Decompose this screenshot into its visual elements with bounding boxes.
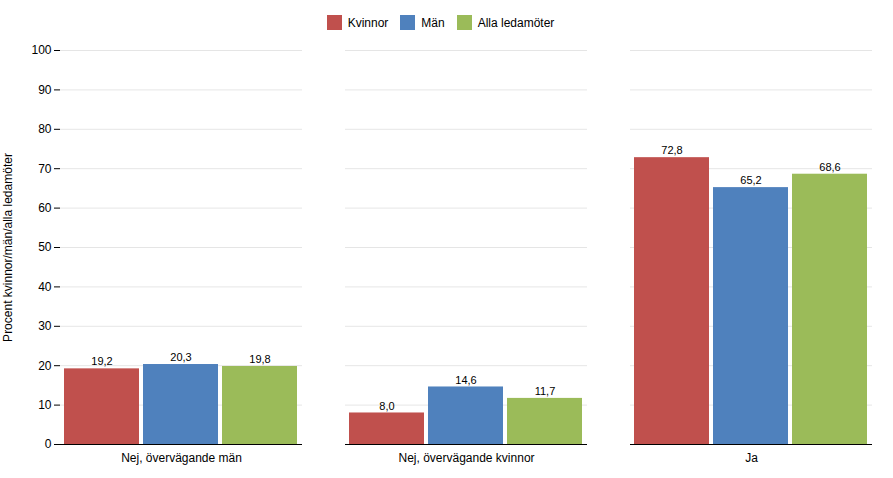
svg-text:19,8: 19,8 bbox=[249, 353, 270, 365]
svg-text:20,3: 20,3 bbox=[170, 351, 191, 363]
svg-text:68,6: 68,6 bbox=[819, 161, 840, 173]
svg-text:Ja: Ja bbox=[745, 451, 758, 465]
svg-text:50: 50 bbox=[38, 240, 52, 254]
svg-text:10: 10 bbox=[38, 398, 52, 412]
svg-text:70: 70 bbox=[38, 162, 52, 176]
svg-text:Nej, övervägande män: Nej, övervägande män bbox=[121, 451, 242, 465]
svg-text:80: 80 bbox=[38, 122, 52, 136]
svg-text:0: 0 bbox=[45, 437, 52, 451]
svg-text:14,6: 14,6 bbox=[455, 373, 476, 385]
html-text:Män: Män bbox=[421, 15, 445, 30]
svg-text:19,2: 19,2 bbox=[91, 355, 112, 367]
svg-text:65,2: 65,2 bbox=[740, 174, 761, 186]
svg-text:100: 100 bbox=[31, 43, 51, 57]
svg-text:40: 40 bbox=[38, 280, 52, 294]
svg-text:60: 60 bbox=[38, 201, 52, 215]
svg-text:30: 30 bbox=[38, 319, 52, 333]
svg-text:90: 90 bbox=[38, 83, 52, 97]
svg-text:Nej, övervägande kvinnor: Nej, övervägande kvinnor bbox=[398, 451, 534, 465]
svg-text:72,8: 72,8 bbox=[661, 144, 682, 156]
html-text:Alla ledamöter: Alla ledamöter bbox=[477, 15, 555, 30]
svg-text:11,7: 11,7 bbox=[535, 385, 556, 397]
svg-text:8,0: 8,0 bbox=[379, 400, 394, 412]
html-text:Kvinnor: Kvinnor bbox=[347, 15, 389, 30]
svg-text:Procent kvinnor/män/alla ledam: Procent kvinnor/män/alla ledamöter bbox=[1, 153, 15, 342]
svg-text:20: 20 bbox=[38, 359, 52, 373]
